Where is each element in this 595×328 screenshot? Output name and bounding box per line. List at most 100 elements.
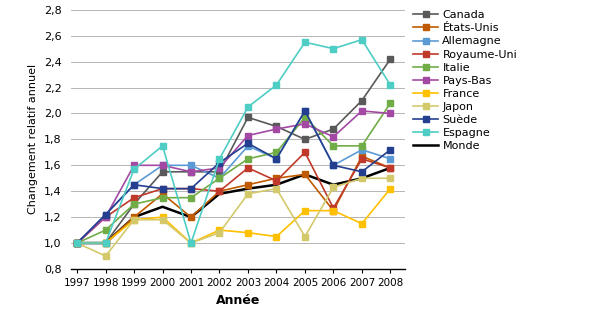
Italie xyxy=(102,228,109,232)
Royaume-Uni xyxy=(273,179,280,183)
Suède xyxy=(102,213,109,216)
Espagne xyxy=(187,241,195,245)
Suède xyxy=(216,161,223,165)
France xyxy=(358,222,365,226)
Line: Italie: Italie xyxy=(74,100,393,246)
États-Unis xyxy=(159,192,166,196)
Monde xyxy=(387,166,394,170)
Monde xyxy=(273,183,280,187)
Suède xyxy=(273,157,280,161)
Pays-Bas xyxy=(273,127,280,131)
Monde xyxy=(74,241,81,245)
Pays-Bas xyxy=(187,170,195,174)
Line: Pays-Bas: Pays-Bas xyxy=(74,108,393,246)
Suède xyxy=(330,163,337,167)
Royaume-Uni xyxy=(130,196,137,200)
États-Unis xyxy=(102,241,109,245)
Allemagne xyxy=(102,213,109,216)
Line: Monde: Monde xyxy=(77,168,390,243)
Pays-Bas xyxy=(74,241,81,245)
Monde xyxy=(330,183,337,187)
États-Unis xyxy=(187,215,195,219)
Allemagne xyxy=(130,183,137,187)
Italie xyxy=(159,196,166,200)
États-Unis xyxy=(387,166,394,170)
Monde xyxy=(216,192,223,196)
France xyxy=(130,218,137,222)
Allemagne xyxy=(387,157,394,161)
Allemagne xyxy=(301,109,308,113)
Line: Allemagne: Allemagne xyxy=(74,108,393,246)
Suède xyxy=(159,187,166,191)
Line: Royaume-Uni: Royaume-Uni xyxy=(74,150,393,246)
Italie xyxy=(358,144,365,148)
Canada xyxy=(245,115,252,119)
Pays-Bas xyxy=(245,133,252,137)
Line: Japon: Japon xyxy=(74,175,393,259)
Italie xyxy=(387,101,394,105)
Suède xyxy=(301,109,308,113)
Suède xyxy=(245,141,252,145)
Pays-Bas xyxy=(130,163,137,167)
Monde xyxy=(358,176,365,180)
Japon xyxy=(216,231,223,235)
Japon xyxy=(245,192,252,196)
Allemagne xyxy=(330,163,337,167)
Canada xyxy=(130,202,137,206)
Espagne xyxy=(330,47,337,51)
Suède xyxy=(387,148,394,152)
Line: États-Unis: États-Unis xyxy=(74,154,393,246)
États-Unis xyxy=(130,215,137,219)
France xyxy=(74,241,81,245)
Pays-Bas xyxy=(102,215,109,219)
Italie xyxy=(273,150,280,154)
États-Unis xyxy=(330,209,337,213)
Allemagne xyxy=(74,241,81,245)
Japon xyxy=(387,176,394,180)
Line: Espagne: Espagne xyxy=(74,37,393,246)
États-Unis xyxy=(301,173,308,176)
Royaume-Uni xyxy=(159,187,166,191)
Royaume-Uni xyxy=(187,187,195,191)
Royaume-Uni xyxy=(245,166,252,170)
Italie xyxy=(216,176,223,180)
Royaume-Uni xyxy=(330,206,337,210)
Pays-Bas xyxy=(387,112,394,115)
Italie xyxy=(330,144,337,148)
Allemagne xyxy=(358,148,365,152)
Suède xyxy=(130,183,137,187)
Allemagne xyxy=(273,157,280,161)
Canada xyxy=(387,57,394,61)
Japon xyxy=(159,218,166,222)
Canada xyxy=(216,170,223,174)
Legend: Canada, États-Unis, Allemagne, Royaume-Uni, Italie, Pays-Bas, France, Japon, Suè: Canada, États-Unis, Allemagne, Royaume-U… xyxy=(414,10,517,151)
Italie xyxy=(130,202,137,206)
Pays-Bas xyxy=(301,122,308,126)
Pays-Bas xyxy=(216,166,223,170)
Y-axis label: Changement relatif annuel: Changement relatif annuel xyxy=(29,64,38,215)
France xyxy=(273,235,280,238)
Espagne xyxy=(358,38,365,42)
Line: Canada: Canada xyxy=(74,56,393,246)
Espagne xyxy=(130,167,137,171)
Suède xyxy=(358,170,365,174)
Japon xyxy=(330,185,337,189)
Canada xyxy=(273,125,280,129)
Italie xyxy=(74,241,81,245)
France xyxy=(245,231,252,235)
États-Unis xyxy=(216,189,223,193)
Line: France: France xyxy=(74,186,393,246)
Royaume-Uni xyxy=(102,215,109,219)
Monde xyxy=(159,205,166,209)
Royaume-Uni xyxy=(301,150,308,154)
Canada xyxy=(74,241,81,245)
Espagne xyxy=(102,241,109,245)
Line: Suède: Suède xyxy=(74,108,393,246)
Canada xyxy=(102,241,109,245)
Canada xyxy=(330,127,337,131)
Royaume-Uni xyxy=(387,166,394,170)
France xyxy=(301,209,308,213)
Japon xyxy=(187,241,195,245)
États-Unis xyxy=(245,183,252,187)
Espagne xyxy=(245,105,252,109)
